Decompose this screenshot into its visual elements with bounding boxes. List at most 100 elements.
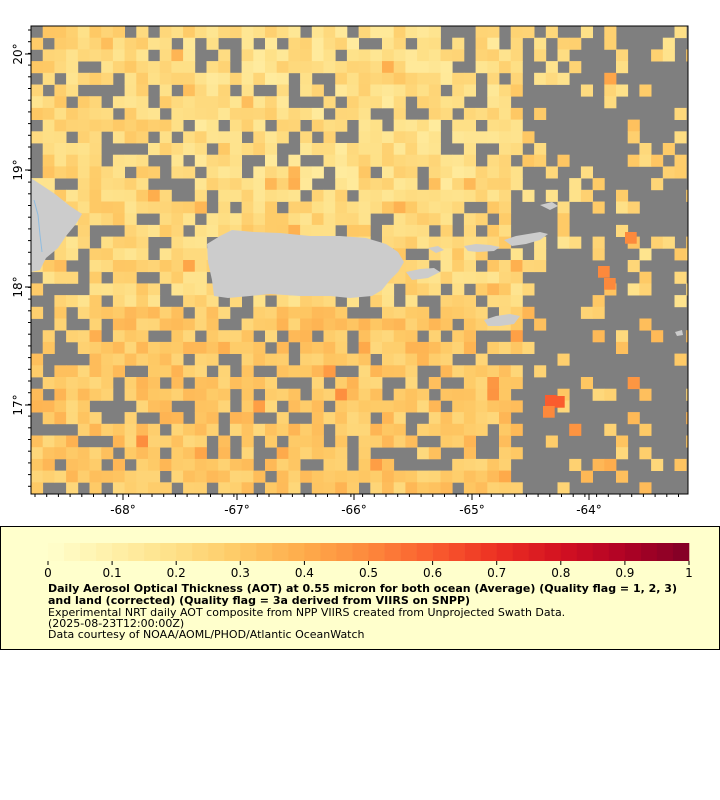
aot-cell	[370, 84, 383, 97]
aot-cell	[276, 482, 289, 494]
aot-cell	[393, 330, 406, 343]
aot-cell	[463, 377, 476, 390]
aot-cell	[229, 412, 242, 425]
aot-cell	[358, 49, 371, 62]
aot-cell	[276, 131, 289, 144]
aot-cell	[124, 154, 137, 167]
aot-cell	[370, 365, 383, 378]
aot-cell	[171, 447, 184, 460]
aot-cell	[510, 400, 523, 413]
aot-cell	[639, 447, 652, 460]
aot-cell	[229, 119, 242, 132]
aot-cell	[405, 388, 418, 401]
aot-cell	[358, 353, 371, 366]
aot-cell	[686, 283, 688, 296]
colorbar-swatch	[64, 543, 81, 561]
aot-cell	[662, 236, 675, 249]
colorbar-swatch	[288, 543, 305, 561]
aot-cell	[463, 84, 476, 97]
aot-cell	[148, 318, 161, 331]
aot-cell	[159, 318, 172, 331]
aot-cell	[171, 26, 184, 39]
aot-cell	[323, 119, 336, 132]
aot-cell	[159, 260, 172, 273]
aot-cell	[183, 341, 196, 354]
aot-cell	[101, 377, 114, 390]
aot-cell	[218, 213, 231, 226]
aot-cell	[241, 412, 254, 425]
aot-cell	[148, 400, 161, 413]
aot-cell	[276, 318, 289, 331]
aot-cell	[159, 388, 172, 401]
aot-cell	[440, 49, 453, 62]
aot-cell	[89, 295, 102, 308]
aot-cell	[651, 154, 664, 167]
aot-cell	[241, 353, 254, 366]
aot-cell	[382, 400, 395, 413]
aot-cell	[452, 458, 465, 471]
aot-cell	[194, 295, 207, 308]
aot-cell	[452, 178, 465, 191]
aot-cell	[171, 107, 184, 120]
aot-cell	[428, 178, 441, 191]
aot-cell	[124, 482, 137, 494]
aot-cell	[686, 49, 688, 62]
aot-cell	[300, 435, 313, 448]
aot-cell	[323, 154, 336, 167]
aot-cell	[405, 482, 418, 494]
aot-cell	[276, 107, 289, 120]
aot-cell	[405, 131, 418, 144]
aot-cell	[77, 470, 90, 483]
aot-cell	[382, 49, 395, 62]
aot-cell	[487, 271, 500, 284]
aot-cell	[241, 365, 254, 378]
aot-cell	[463, 470, 476, 483]
aot-cell	[288, 213, 301, 226]
aot-cell	[218, 201, 231, 214]
aot-cell	[159, 400, 172, 413]
aot-cell	[463, 330, 476, 343]
aot-cell	[89, 330, 102, 343]
aot-cell	[54, 306, 67, 319]
aot-cell	[136, 482, 149, 494]
aot-cell	[194, 318, 207, 331]
aot-cell	[405, 154, 418, 167]
aot-cell	[323, 330, 336, 343]
aot-cell	[428, 213, 441, 226]
aot-cell	[276, 295, 289, 308]
aot-cell	[311, 295, 324, 308]
aot-cell	[31, 400, 44, 413]
aot-cell	[218, 178, 231, 191]
aot-cell	[77, 154, 90, 167]
aot-cell	[42, 154, 55, 167]
aot-cell	[569, 236, 582, 249]
aot-cell	[674, 295, 687, 308]
aot-cell	[323, 143, 336, 156]
aot-cell	[405, 283, 418, 296]
colorbar-swatch	[336, 543, 353, 561]
aot-cell	[440, 388, 453, 401]
aot-cell	[405, 61, 418, 74]
aot-cell	[616, 201, 629, 214]
aot-cell	[382, 295, 395, 308]
aot-cell	[499, 131, 512, 144]
aot-cell	[405, 470, 418, 483]
aot-cell	[42, 96, 55, 109]
aot-cell	[89, 470, 102, 483]
aot-cell	[136, 435, 149, 448]
aot-cell	[112, 318, 125, 331]
aot-cell	[346, 166, 359, 179]
aot-cell	[276, 412, 289, 425]
aot-cell	[651, 178, 664, 191]
aot-cell	[112, 435, 125, 448]
aot-cell	[183, 260, 196, 273]
aot-cell	[206, 470, 219, 483]
aot-cell	[487, 96, 500, 109]
aot-cell	[148, 377, 161, 390]
aot-cell	[89, 201, 102, 214]
aot-cell	[510, 72, 523, 85]
aot-cell	[194, 482, 207, 494]
aot-cell	[487, 388, 500, 401]
aot-cell	[194, 178, 207, 191]
aot-cell	[101, 26, 114, 39]
